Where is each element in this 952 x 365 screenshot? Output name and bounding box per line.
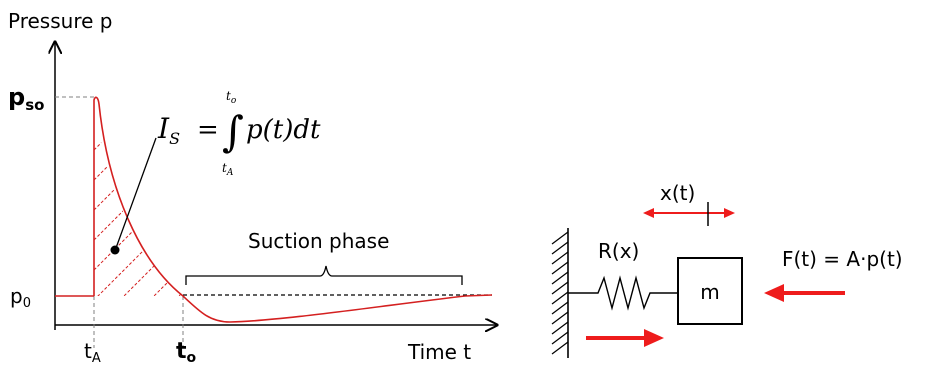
positive-end-time-label: to <box>176 339 197 365</box>
formula-upper-limit: to <box>226 89 237 106</box>
force-arrow-head <box>764 284 784 302</box>
impulse-leader-line <box>115 137 157 249</box>
pressure-time-plot: Pressure p Time t pso p0 tA to Suction p… <box>8 9 497 365</box>
mass-spring-model: m R(x) x(t) F(t) = A·p(t) <box>551 181 903 358</box>
displacement-arrow-right-head <box>724 208 735 218</box>
force-label: F(t) = A·p(t) <box>782 247 903 271</box>
wall-hatching <box>551 231 569 355</box>
arrival-time-label: tA <box>84 339 101 365</box>
formula-equals: = <box>197 115 219 145</box>
formula-integrand: p(t)dt <box>246 115 321 145</box>
impulse-formula: IS = ∫ to tA p(t)dt <box>157 89 321 178</box>
reaction-arrow-head <box>644 329 664 347</box>
peak-pressure-label: pso <box>8 83 44 114</box>
displacement-label: x(t) <box>660 181 695 205</box>
displacement-arrow-left-head <box>643 208 654 218</box>
mass-block <box>677 257 743 325</box>
x-axis-label: Time t <box>407 340 471 364</box>
y-axis-label: Pressure p <box>8 9 112 33</box>
mass-label: m <box>700 280 719 304</box>
formula-lower-limit: tA <box>222 161 234 178</box>
formula-integral: ∫ <box>222 107 244 156</box>
pressure-curve <box>93 96 493 323</box>
ambient-pressure-label: p0 <box>10 284 31 311</box>
spring-label: R(x) <box>598 239 639 263</box>
suction-brace <box>185 265 463 285</box>
spring <box>568 275 678 311</box>
suction-phase-label: Suction phase <box>248 229 389 253</box>
impulse-pointer-dot <box>110 245 120 255</box>
formula-lhs: IS <box>157 112 180 148</box>
